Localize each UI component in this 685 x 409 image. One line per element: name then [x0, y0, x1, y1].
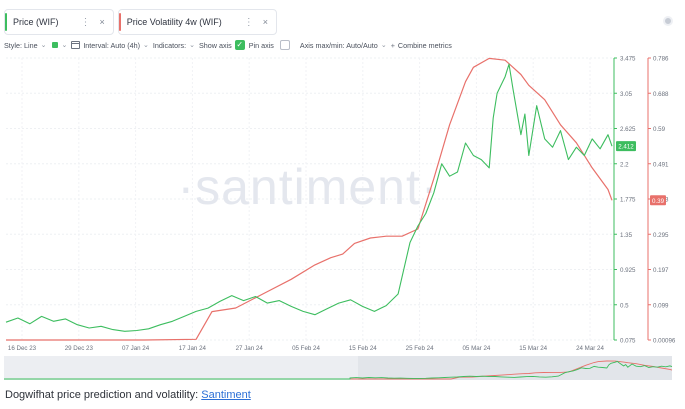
- x-axis-tick-label: 27 Jan 24: [236, 345, 264, 352]
- plus-icon: +: [390, 40, 395, 50]
- tab-volatility-close-icon[interactable]: ×: [262, 17, 269, 27]
- pin-axis-label: Pin axis: [248, 40, 274, 50]
- axis-maxmin-dropdown[interactable]: Axis max/min: Auto/Auto ⌄: [300, 41, 387, 50]
- color-picker[interactable]: ⌄: [50, 41, 67, 49]
- volatility-series-line: [6, 57, 613, 341]
- x-axis-tick-label: 15 Feb 24: [349, 345, 377, 352]
- chart-toolbar: Style: Line ⌄ ⌄ Interval: Auto (4h) ⌄ In…: [4, 38, 456, 52]
- price-axis-tick-label: 2.2: [620, 161, 629, 168]
- navigator-price-line: [4, 360, 673, 380]
- volatility-last-value-badge: [650, 195, 666, 206]
- price-axis-tick-label: 3.05: [620, 91, 633, 98]
- interval-dropdown[interactable]: Interval: Auto (4h) ⌄: [71, 41, 149, 50]
- x-axis-tick-label: 24 Mar 24: [576, 345, 604, 352]
- volatility-axis-tick-label: 0.099: [653, 302, 669, 309]
- santiment-link[interactable]: Santiment: [201, 389, 251, 401]
- price-last-value-label: 2.412: [618, 144, 634, 151]
- tab-price-close-icon[interactable]: ×: [99, 17, 105, 27]
- x-axis-tick-label: 05 Feb 24: [292, 345, 320, 352]
- image-caption: Dogwifhat price prediction and volatilit…: [5, 389, 251, 401]
- volatility-axis-tick-label: 0.295: [653, 232, 669, 239]
- price-axis-tick-label: 3.475: [620, 56, 636, 63]
- price-axis-tick-label: 1.35: [620, 232, 633, 239]
- navigator-volatility-line: [4, 360, 673, 380]
- calendar-icon: [71, 41, 81, 49]
- chevron-down-icon: ⌄: [143, 42, 149, 49]
- price-axis-tick-label: 0.075: [620, 338, 636, 345]
- x-axis-tick-label: 07 Jan 24: [122, 345, 150, 352]
- axis-maxmin-label: Axis max/min: Auto/Auto: [299, 40, 378, 50]
- combine-metrics-button[interactable]: + Combine metrics: [391, 41, 452, 50]
- volatility-axis-tick-label: 0.197: [653, 267, 669, 274]
- indicators-dropdown[interactable]: Indicators: ⌄: [153, 41, 195, 50]
- chevron-down-icon: ⌄: [40, 42, 47, 49]
- tab-volatility-menu-icon[interactable]: ⋮: [243, 16, 254, 28]
- price-axis-tick-label: 1.775: [620, 197, 636, 204]
- chevron-down-icon: ⌄: [380, 42, 387, 49]
- style-label: Style: Line: [4, 40, 38, 50]
- price-axis-tick-label: 0.5: [620, 302, 629, 309]
- tab-price[interactable]: Price (WIF) ⋮ ×: [4, 9, 114, 35]
- indicators-label: Indicators:: [152, 40, 187, 50]
- tab-price-accent: [5, 13, 7, 31]
- volatility-axis-tick-label: 0.59: [653, 126, 666, 133]
- pin-axis-toggle[interactable]: Pin axis: [249, 40, 290, 50]
- volatility-last-value-label: 0.39: [652, 198, 665, 205]
- tab-price-menu-icon[interactable]: ⋮: [80, 16, 91, 28]
- x-axis-tick-label: 05 Mar 24: [462, 345, 490, 352]
- chevron-down-icon: ⌄: [61, 42, 68, 49]
- tab-price-label: Price (WIF): [13, 17, 59, 27]
- interval-label: Interval: Auto (4h): [83, 40, 141, 50]
- x-axis-tick-label: 16 Dec 23: [8, 345, 37, 352]
- price-series-line: [5, 63, 613, 332]
- combine-metrics-label: Combine metrics: [397, 40, 452, 50]
- metric-tabs: Price (WIF) ⋮ × Price Volatility 4w (WIF…: [4, 9, 278, 35]
- range-navigator-window[interactable]: [358, 356, 672, 380]
- x-axis-tick-label: 17 Jan 24: [179, 345, 207, 352]
- tab-volatility-accent: [118, 13, 121, 31]
- show-axis-label: Show axis: [198, 40, 232, 50]
- show-axis-checkbox[interactable]: ✓: [234, 40, 245, 50]
- pin-axis-checkbox[interactable]: [279, 40, 290, 50]
- x-axis-tick-label: 15 Mar 24: [519, 345, 547, 352]
- price-axis-tick-label: 2.625: [620, 126, 636, 133]
- price-volatility-chart[interactable]: ·santiment· 16 Dec 23 29 Dec 23 07 Jan 24 17…: [0, 54, 685, 384]
- x-axis-tick-label: 29 Dec 23: [65, 345, 94, 352]
- price-axis-tick-label: 0.925: [620, 267, 636, 274]
- style-dropdown[interactable]: Style: Line ⌄: [4, 41, 46, 50]
- volatility-axis-tick-label: 0.688: [653, 91, 669, 98]
- tab-volatility[interactable]: Price Volatility 4w (WIF) ⋮ ×: [117, 9, 278, 35]
- price-last-value-badge: [616, 141, 636, 152]
- volatility-axis-tick-label: 0.786: [653, 56, 669, 63]
- chevron-down-icon: ⌄: [189, 42, 195, 49]
- santiment-watermark: ·santiment·: [177, 159, 438, 215]
- x-axis-tick-label: 25 Feb 24: [406, 345, 434, 352]
- tab-volatility-label: Price Volatility 4w (WIF): [126, 17, 222, 27]
- caption-text: Dogwifhat price prediction and volatilit…: [5, 389, 202, 401]
- settings-gear-icon[interactable]: [663, 16, 673, 26]
- show-axis-toggle[interactable]: Show axis ✓: [199, 40, 245, 50]
- color-swatch: [52, 42, 59, 48]
- volatility-axis-tick-label: 0.00096: [653, 338, 676, 345]
- volatility-axis-tick-label: 0.491: [653, 161, 669, 168]
